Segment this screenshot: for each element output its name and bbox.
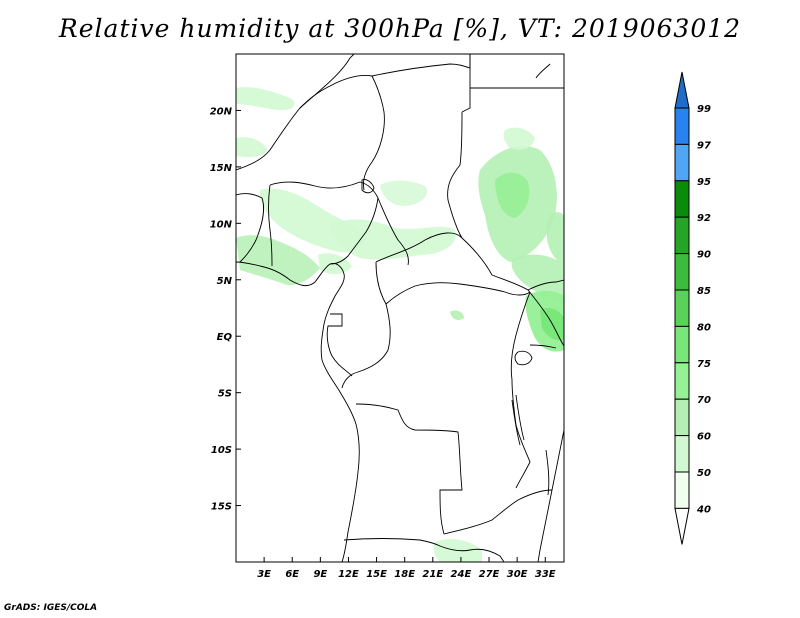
humidity-patch-north-east (503, 127, 535, 150)
lon-tick-label: 33E (535, 569, 556, 580)
lon-tick-label: 18E (394, 569, 415, 580)
border-cameroon-chad (377, 197, 409, 266)
colorbar-segment (674, 398, 690, 437)
humidity-patch-central (330, 219, 456, 260)
colorbar-segment (674, 435, 690, 473)
lat-tick-label: 15S (211, 502, 232, 513)
colorbar-level-label: 80 (697, 322, 711, 333)
colorbar-level-label: 99 (697, 104, 711, 115)
lon-tick-label: 15E (366, 569, 387, 580)
border-car-south (375, 261, 531, 305)
humidity-patch-congo (450, 310, 464, 320)
humidity-patch-sudan-core (495, 172, 530, 218)
map-boundaries (236, 54, 564, 562)
border-car-north (375, 232, 493, 276)
humidity-patch-west-15n (236, 137, 268, 158)
border-drc-angola (355, 403, 463, 535)
humidity-patch-sahel (380, 180, 428, 206)
colorbar-segment (674, 216, 690, 255)
colorbar-level-label: 92 (697, 213, 711, 224)
coastline-east-africa (537, 429, 564, 562)
map-frame (235, 53, 565, 563)
colorbar-level-label: 40 (696, 504, 711, 515)
latitude-axis: 20N 15N 10N 5N EQ 5S 10S 15S (210, 106, 241, 513)
colorbar-segment (674, 180, 690, 218)
lon-tick-label: 3E (257, 569, 271, 580)
lake-chad (361, 179, 375, 194)
humidity-patch-east-edge (546, 212, 564, 265)
border-nigeria-cameroon (329, 197, 379, 265)
colorbar: 99 97 95 92 90 85 80 75 70 60 50 40 (674, 71, 711, 545)
map-title: Relative humidity at 300hPa [%], VT: 201… (58, 14, 742, 43)
border-zambia (443, 489, 553, 535)
humidity-patch-gulf-of-guinea (236, 235, 320, 286)
border-mali-algeria (299, 75, 373, 109)
humidity-shading (236, 87, 564, 562)
colorbar-segment (674, 143, 690, 182)
lon-tick-label: 12E (338, 569, 359, 580)
colorbar-level-label: 95 (697, 177, 711, 188)
colorbar-level-label: 75 (697, 359, 711, 370)
colorbar-top-arrow (674, 71, 690, 109)
lake-victoria (514, 350, 533, 366)
colorbar-segment (674, 253, 690, 291)
lat-tick-label: 5N (217, 276, 233, 287)
border-benin-togo (268, 184, 273, 267)
lake-tanganyika (511, 394, 525, 446)
border-niger-algeria (363, 75, 385, 191)
colorbar-level-label: 70 (697, 395, 711, 406)
border-congo-west (341, 303, 391, 389)
lake-malawi (545, 449, 550, 496)
lat-tick-label: EQ (217, 332, 233, 343)
lon-tick-label: 27E (479, 569, 500, 580)
colorbar-bottom-arrow (674, 507, 690, 545)
lat-tick-label: 10S (211, 445, 232, 456)
lat-tick-label: 10N (210, 219, 233, 230)
arabian-coast (535, 63, 551, 79)
border-east-africa (527, 289, 564, 347)
lat-tick-label: 20N (210, 106, 233, 117)
lon-tick-label: 21E (422, 569, 443, 580)
border-east-africa-2 (529, 344, 557, 349)
grads-credit: GrADS: IGES/COLA (4, 603, 98, 613)
colorbar-segment (674, 325, 690, 364)
colorbar-level-label: 90 (697, 250, 711, 261)
colorbar-segment (674, 289, 690, 327)
lon-tick-label: 30E (507, 569, 528, 580)
lon-tick-label: 9E (313, 569, 327, 580)
border-west-inland (236, 193, 265, 263)
colorbar-segment (674, 362, 690, 400)
border-nigeria-north (269, 181, 379, 199)
border-gabon (326, 313, 353, 377)
lat-tick-label: 5S (218, 389, 232, 400)
lat-tick-label: 15N (210, 163, 233, 174)
colorbar-level-label: 50 (697, 468, 711, 479)
colorbar-level-label: 85 (697, 286, 711, 297)
coastline-west-africa (236, 261, 360, 562)
colorbar-level-label: 60 (697, 432, 711, 443)
border-niger-libya (371, 54, 471, 77)
colorbar-level-label: 97 (697, 140, 711, 151)
border-mauritania-mali (236, 54, 355, 171)
border-drc-east (510, 291, 531, 489)
lon-tick-label: 24E (451, 569, 472, 580)
border-namibia-botswana (439, 545, 505, 562)
humidity-patch-north-west (236, 87, 295, 111)
colorbar-segment (674, 471, 690, 509)
longitude-axis: 3E 6E 9E 12E 15E 18E 21E 24E 27E 30E 33E (257, 557, 556, 580)
lon-tick-label: 6E (285, 569, 299, 580)
border-chad-libya (461, 54, 471, 113)
border-chad-sudan (447, 111, 463, 239)
colorbar-segment (674, 107, 690, 145)
border-angola-namibia (343, 538, 441, 547)
